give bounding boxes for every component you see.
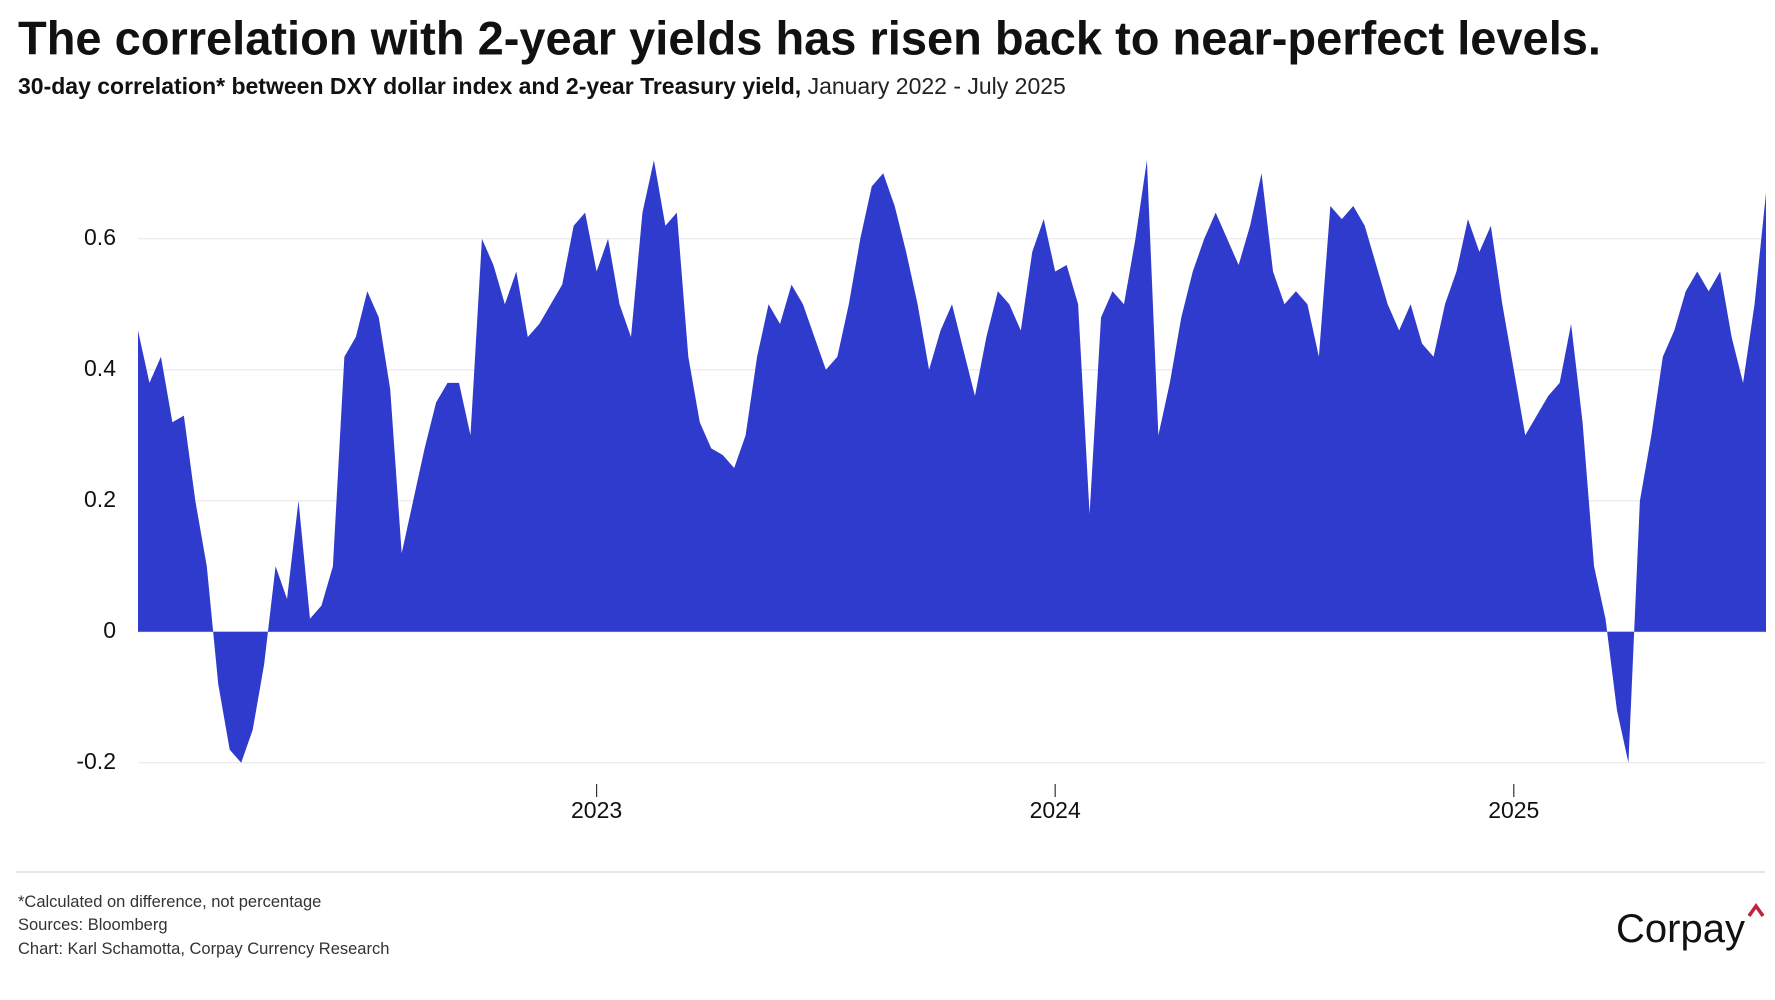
logo-caret <box>1747 902 1765 918</box>
x-tick-label: 2025 <box>1488 797 1539 823</box>
footnote: *Calculated on difference, not percentag… <box>18 893 321 911</box>
x-tick-label: 2023 <box>571 797 622 823</box>
source: Sources: Bloomberg <box>18 916 168 934</box>
subtitle-main: 30-day correlation* between DXY dollar i… <box>18 73 801 99</box>
chart-subtitle: 30-day correlation* between DXY dollar i… <box>18 73 1066 99</box>
y-tick-label: 0 <box>103 617 116 643</box>
credit: Chart: Karl Schamotta, Corpay Currency R… <box>18 940 389 958</box>
y-tick-label: 0.4 <box>84 355 116 381</box>
x-tick-label: 2024 <box>1030 797 1081 823</box>
y-tick-label: 0.6 <box>84 224 116 250</box>
y-tick-label: 0.2 <box>84 486 116 512</box>
y-tick-label: -0.2 <box>76 748 116 774</box>
area <box>138 160 1766 763</box>
chart-title: The correlation with 2-year yields has r… <box>18 11 1601 64</box>
plot-area: -0.2 0 0.2 0.4 0.6 2023 2024 2025 <box>76 160 1766 823</box>
subtitle-period: January 2022 - July 2025 <box>808 73 1066 99</box>
logo: Corpay <box>1616 907 1745 951</box>
